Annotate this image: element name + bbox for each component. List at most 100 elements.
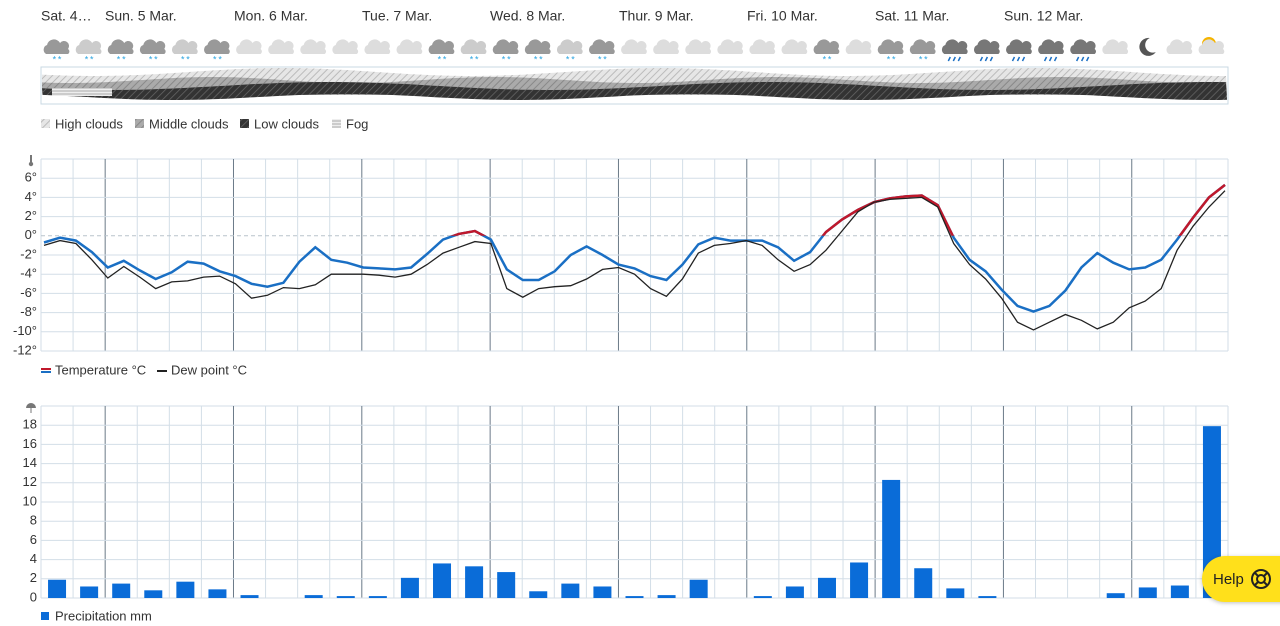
legend-label: Temperature °C [55,362,146,377]
snow-icon: * * [438,54,447,64]
y-tick-label: -6° [20,285,37,300]
cloud-layers [42,68,1227,100]
y-tick-label: 6° [25,170,37,185]
bar [336,596,355,598]
legend-swatch [41,612,49,620]
legend-swatch [240,119,249,128]
help-button[interactable]: Help [1202,556,1280,602]
day-label: Sat. 11 Mar. [875,8,949,24]
y-tick-label: 16 [23,436,37,451]
bar [946,588,965,598]
cloud-icon [941,39,968,54]
y-tick-label: -2° [20,246,37,261]
y-tick-label: 12 [23,474,37,489]
cloud-icon [43,39,70,54]
snow-icon: * * [470,54,479,64]
rain-icon [1075,56,1090,62]
cloud-icon [653,39,679,54]
cloud-icon [396,39,423,54]
rain-icon [947,56,961,62]
bar [497,572,516,598]
y-tick-label: -12° [13,342,37,357]
legend-label: Middle clouds [149,116,229,131]
bar [208,589,227,598]
cloud-icon [139,39,166,54]
legend-label: Low clouds [254,116,320,131]
day-label: Thur. 9 Mar. [619,8,694,24]
bar [625,596,644,598]
legend-swatch [41,119,50,128]
cloud-icon [204,39,230,54]
cloud-icon [171,39,198,54]
bar [561,583,580,598]
snow-icon: * * [53,54,62,64]
bar [176,581,195,598]
cloud-icon [685,39,712,54]
dew-point-line [43,190,1226,331]
day-label: Fri. 10 Mar. [747,8,818,24]
y-tick-label: -4° [20,266,37,281]
cloud-icon [428,39,455,54]
cloud-icon [749,39,776,54]
y-tick-label: 10 [23,493,37,508]
bar [914,568,933,598]
y-tick-label: 6 [30,532,37,547]
low-clouds [42,82,1227,100]
cloud-icon [75,39,102,54]
cloud-icon [1166,39,1193,54]
snow-icon: * * [534,54,543,64]
cloud-legend: High clouds Middle clouds Low clouds Fog [41,116,368,131]
weather-icons: * * * * * * * * * * * * * * * * * * * * * * * * * * *… [43,37,1225,64]
bar [144,590,163,598]
day-label: Sun. 12 Mar. [1004,8,1083,24]
legend-label: Dew point °C [171,362,247,377]
cloud-icon [781,39,808,54]
y-tick-label: 14 [23,455,37,470]
cloud-icon [717,39,744,54]
bar [1170,585,1189,598]
snow-icon: * * [598,54,607,64]
bar [433,563,452,598]
help-label: Help [1213,570,1244,588]
moon-icon [1139,37,1156,56]
cloud-icon [1070,39,1096,54]
legend-swatch [332,119,341,128]
bar [529,591,548,598]
cloud-icon [621,39,647,54]
bar [80,586,99,598]
snow-icon: * * [213,54,222,64]
cloud-icon [524,39,551,54]
cloud-icon [236,39,262,54]
bar [657,595,676,598]
snow-icon: * * [85,54,94,64]
cloud-icon [1006,39,1032,54]
bar [689,579,708,598]
day-label: Tue. 7 Mar. [362,8,432,24]
cloud-icon [107,39,134,54]
bar [304,595,323,598]
snow-icon: * * [887,54,896,64]
day-label: Sun. 5 Mar. [105,8,177,24]
y-tick-label: 8 [30,513,37,528]
y-tick-label: 4 [30,551,37,566]
y-tick-label: 2 [30,570,37,585]
snow-icon: * * [181,54,190,64]
snow-icon: * * [919,54,928,64]
bar [1202,426,1221,598]
bar [593,586,612,598]
bar [817,577,836,598]
rain-icon [1011,56,1026,62]
bar [368,596,387,598]
rain-icon [979,56,994,62]
bar [850,562,869,598]
cloud-icon [332,39,359,54]
cloud-icon [974,39,1000,54]
legend-label: High clouds [55,116,123,131]
bar [978,596,997,598]
cloud-icon [845,39,872,54]
snow-icon: * * [149,54,158,64]
snow-icon: * * [502,54,511,64]
bar [400,577,419,598]
cloud-icon [813,39,840,54]
